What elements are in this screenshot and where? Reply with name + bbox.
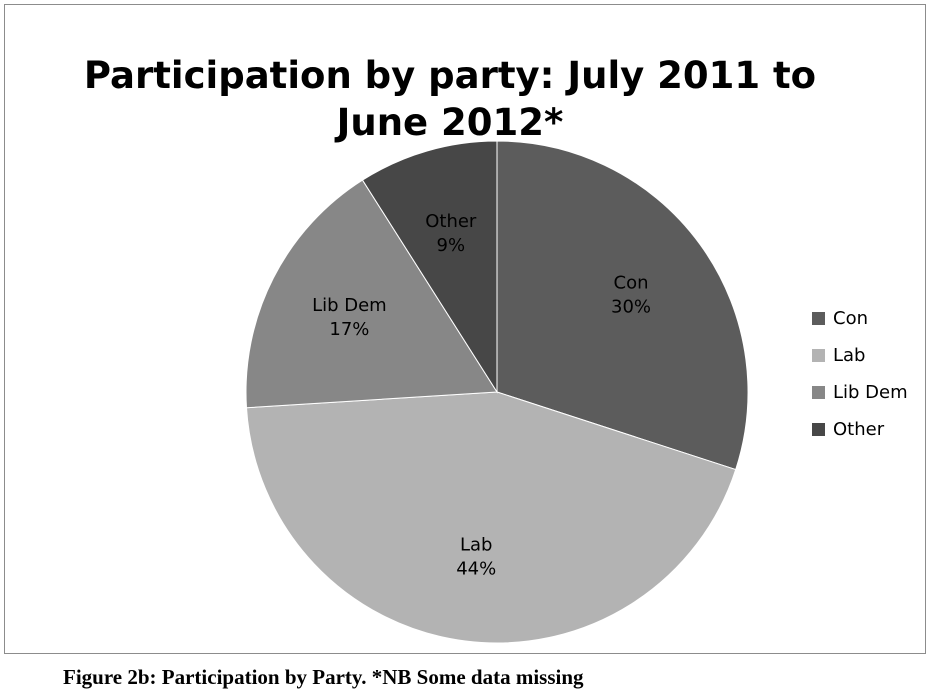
pie-slice-lab: [245, 391, 737, 644]
legend-swatch: [812, 386, 825, 399]
data-label-lab: Lab 44%: [456, 534, 496, 579]
legend-item-lab: Lab: [812, 337, 908, 374]
legend-item-con: Con: [812, 300, 908, 337]
legend-label: Con: [833, 308, 868, 329]
chart-title: Participation by party: July 2011 to Jun…: [83, 54, 817, 144]
data-label-con: Con 30%: [611, 273, 651, 318]
data-label-other: Other 9%: [425, 211, 477, 256]
legend-label: Lib Dem: [833, 382, 908, 403]
legend-swatch: [812, 423, 825, 436]
legend: Con Lab Lib Dem Other: [812, 300, 908, 448]
legend-item-lib-dem: Lib Dem: [812, 374, 908, 411]
legend-label: Other: [833, 419, 885, 440]
figure-caption: Figure 2b: Participation by Party. *NB S…: [63, 665, 584, 689]
legend-label: Lab: [833, 345, 866, 366]
legend-swatch: [812, 312, 825, 325]
legend-item-other: Other: [812, 411, 908, 448]
pie-slice-lib-dem: [245, 179, 498, 409]
legend-swatch: [812, 349, 825, 362]
pie-slice-con: [496, 140, 749, 471]
data-label-lib-dem: Lib Dem 17%: [312, 295, 387, 340]
pie-slice-other: [361, 140, 498, 394]
